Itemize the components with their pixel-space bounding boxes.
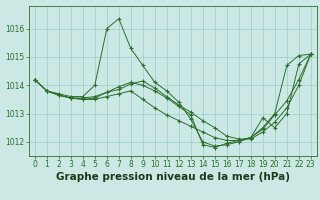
- X-axis label: Graphe pression niveau de la mer (hPa): Graphe pression niveau de la mer (hPa): [56, 172, 290, 182]
